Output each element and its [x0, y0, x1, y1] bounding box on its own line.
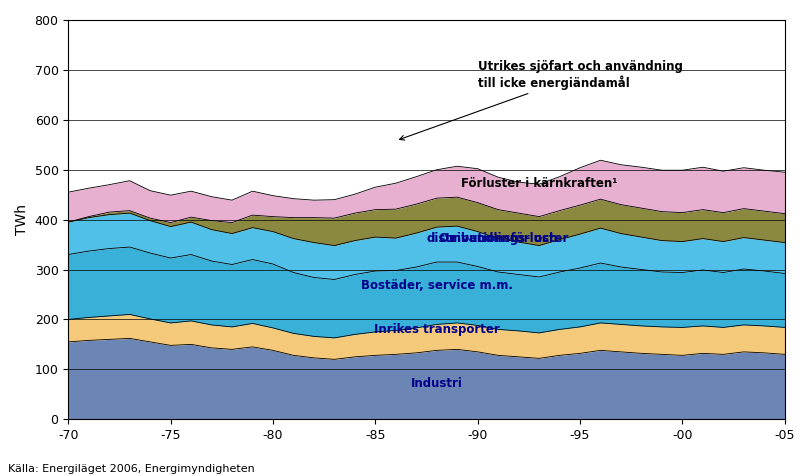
Text: Industri: Industri	[411, 377, 463, 390]
Text: Utrikes sjöfart och användning
till icke energiändamål: Utrikes sjöfart och användning till icke…	[399, 60, 683, 140]
Text: Källa: Energiläget 2006, Energimyndigheten: Källa: Energiläget 2006, Energimyndighet…	[8, 464, 255, 474]
Text: Inrikes transporter: Inrikes transporter	[374, 323, 500, 336]
Text: Bostäder, service m.m.: Bostäder, service m.m.	[360, 279, 513, 292]
Text: distributionsförluster: distributionsförluster	[427, 232, 569, 245]
Y-axis label: TWh: TWh	[15, 204, 29, 235]
Text: Omvandlings- och: Omvandlings- och	[439, 232, 557, 245]
Text: Förluster i kärnkraften¹: Förluster i kärnkraften¹	[461, 177, 617, 190]
